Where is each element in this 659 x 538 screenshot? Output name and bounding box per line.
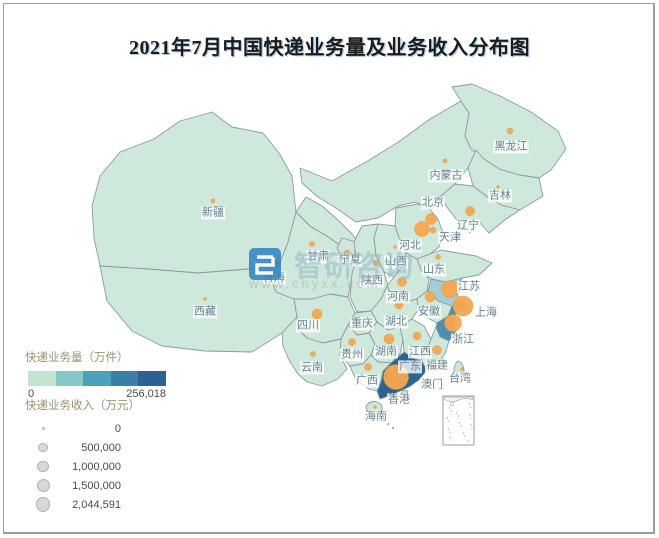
legend-revenue-row-3: 1,000,000 [25,457,165,476]
zhiyan-logo-icon [249,248,281,280]
legend-revenue-title: 快递业务收入（万元） [25,400,140,412]
legend-revenue-row-4: 1,500,000 [25,476,165,495]
colorbar-segment-1 [28,371,56,386]
revenue-dot-heilongjiang[interactable] [506,127,514,135]
revenue-dot-guizhou[interactable] [364,363,372,371]
revenue-dot-gansu[interactable] [309,241,315,247]
watermark-brand: 智研咨询 [294,251,415,283]
province-layer [91,83,567,415]
legend-revenue-circle-1 [41,427,45,430]
revenue-dot-hebei[interactable] [425,213,437,225]
revenue-dot-hubei[interactable] [394,300,404,310]
legend-volume-title: 快递业务量（万件） [25,352,129,364]
revenue-dot-shandong[interactable] [435,254,441,260]
revenue-dot-jiangxi[interactable] [412,331,422,341]
province-jilin-shape[interactable] [467,149,544,211]
revenue-dot-chongqing[interactable] [348,338,356,346]
revenue-dot-anhui[interactable] [424,291,436,303]
revenue-dot-shaanxi[interactable] [372,259,380,267]
colorbar-segment-5 [138,371,166,386]
minor-islands [386,422,395,430]
colorbar-segment-4 [110,371,139,386]
revenue-dot-xizang[interactable] [203,297,207,301]
watermark: 智研咨询 www.chyxx.com [246,243,426,293]
legend-revenue-row-1: 0 [25,419,165,438]
legend-volume-max: 256,018 [126,388,166,400]
revenue-dot-zhejiang[interactable] [444,314,462,332]
revenue-dot-sichuan[interactable] [311,308,323,320]
revenue-dot-neimenggu[interactable] [442,158,448,164]
legend-volume: 快递业务量（万件） 0 256,018 [25,349,185,401]
chart-title: 2021年7月中国快递业务量及业务收入分布图 [129,37,530,60]
colorbar-segment-3 [83,371,111,386]
legend-revenue: 快递业务收入（万元） 0 500,000 1,000,000 1,500,000 2,0… [25,397,165,514]
legend-revenue-row-2: 500,000 [25,438,165,457]
revenue-dot-yunnan[interactable] [310,351,316,357]
revenue-dot-fujian[interactable] [432,345,442,355]
legend-revenue-label-5: 2,044,591 [72,498,121,511]
revenue-dot-layer [203,127,514,409]
revenue-dot-beijing[interactable] [414,221,430,237]
province-xianggang-shape[interactable] [401,389,409,396]
revenue-dot-liaoning[interactable] [465,206,475,216]
south-china-sea-inset [442,395,475,446]
legend-revenue-circle-5 [35,497,51,512]
revenue-dot-jiangsu[interactable] [441,280,459,298]
revenue-dot-henan[interactable] [397,277,407,287]
legend-revenue-circle-4 [36,479,50,492]
revenue-dot-hainan[interactable] [373,405,377,409]
legend-volume-colorbar [28,371,166,386]
province-shandong-shape[interactable] [416,249,493,283]
revenue-dot-shanxi[interactable] [393,245,397,249]
legend-revenue-label-4: 1,500,000 [72,479,121,492]
revenue-dot-shanghai[interactable] [452,295,474,317]
legend-revenue-row-5: 2,044,591 [25,495,165,514]
legend-revenue-label-3: 1,000,000 [72,460,121,473]
legend-revenue-circle-3 [37,460,49,473]
legend-volume-min: 0 [28,388,35,400]
legend-revenue-circle-2 [38,442,48,453]
revenue-dot-tianjin[interactable] [429,226,437,234]
watermark-url: www.chyxx.com [249,276,381,291]
revenue-dot-jilin[interactable] [496,185,500,189]
legend-revenue-label-1: 0 [114,422,121,435]
revenue-dot-xinjiang[interactable] [210,198,216,204]
revenue-dot-hunan[interactable] [383,333,395,345]
legend-revenue-label-2: 500,000 [81,441,121,454]
colorbar-segment-2 [55,371,84,386]
province-taiwan-shape[interactable] [453,360,465,385]
revenue-dot-guangdong[interactable] [383,364,409,390]
revenue-dot-taiwan[interactable] [460,367,464,371]
